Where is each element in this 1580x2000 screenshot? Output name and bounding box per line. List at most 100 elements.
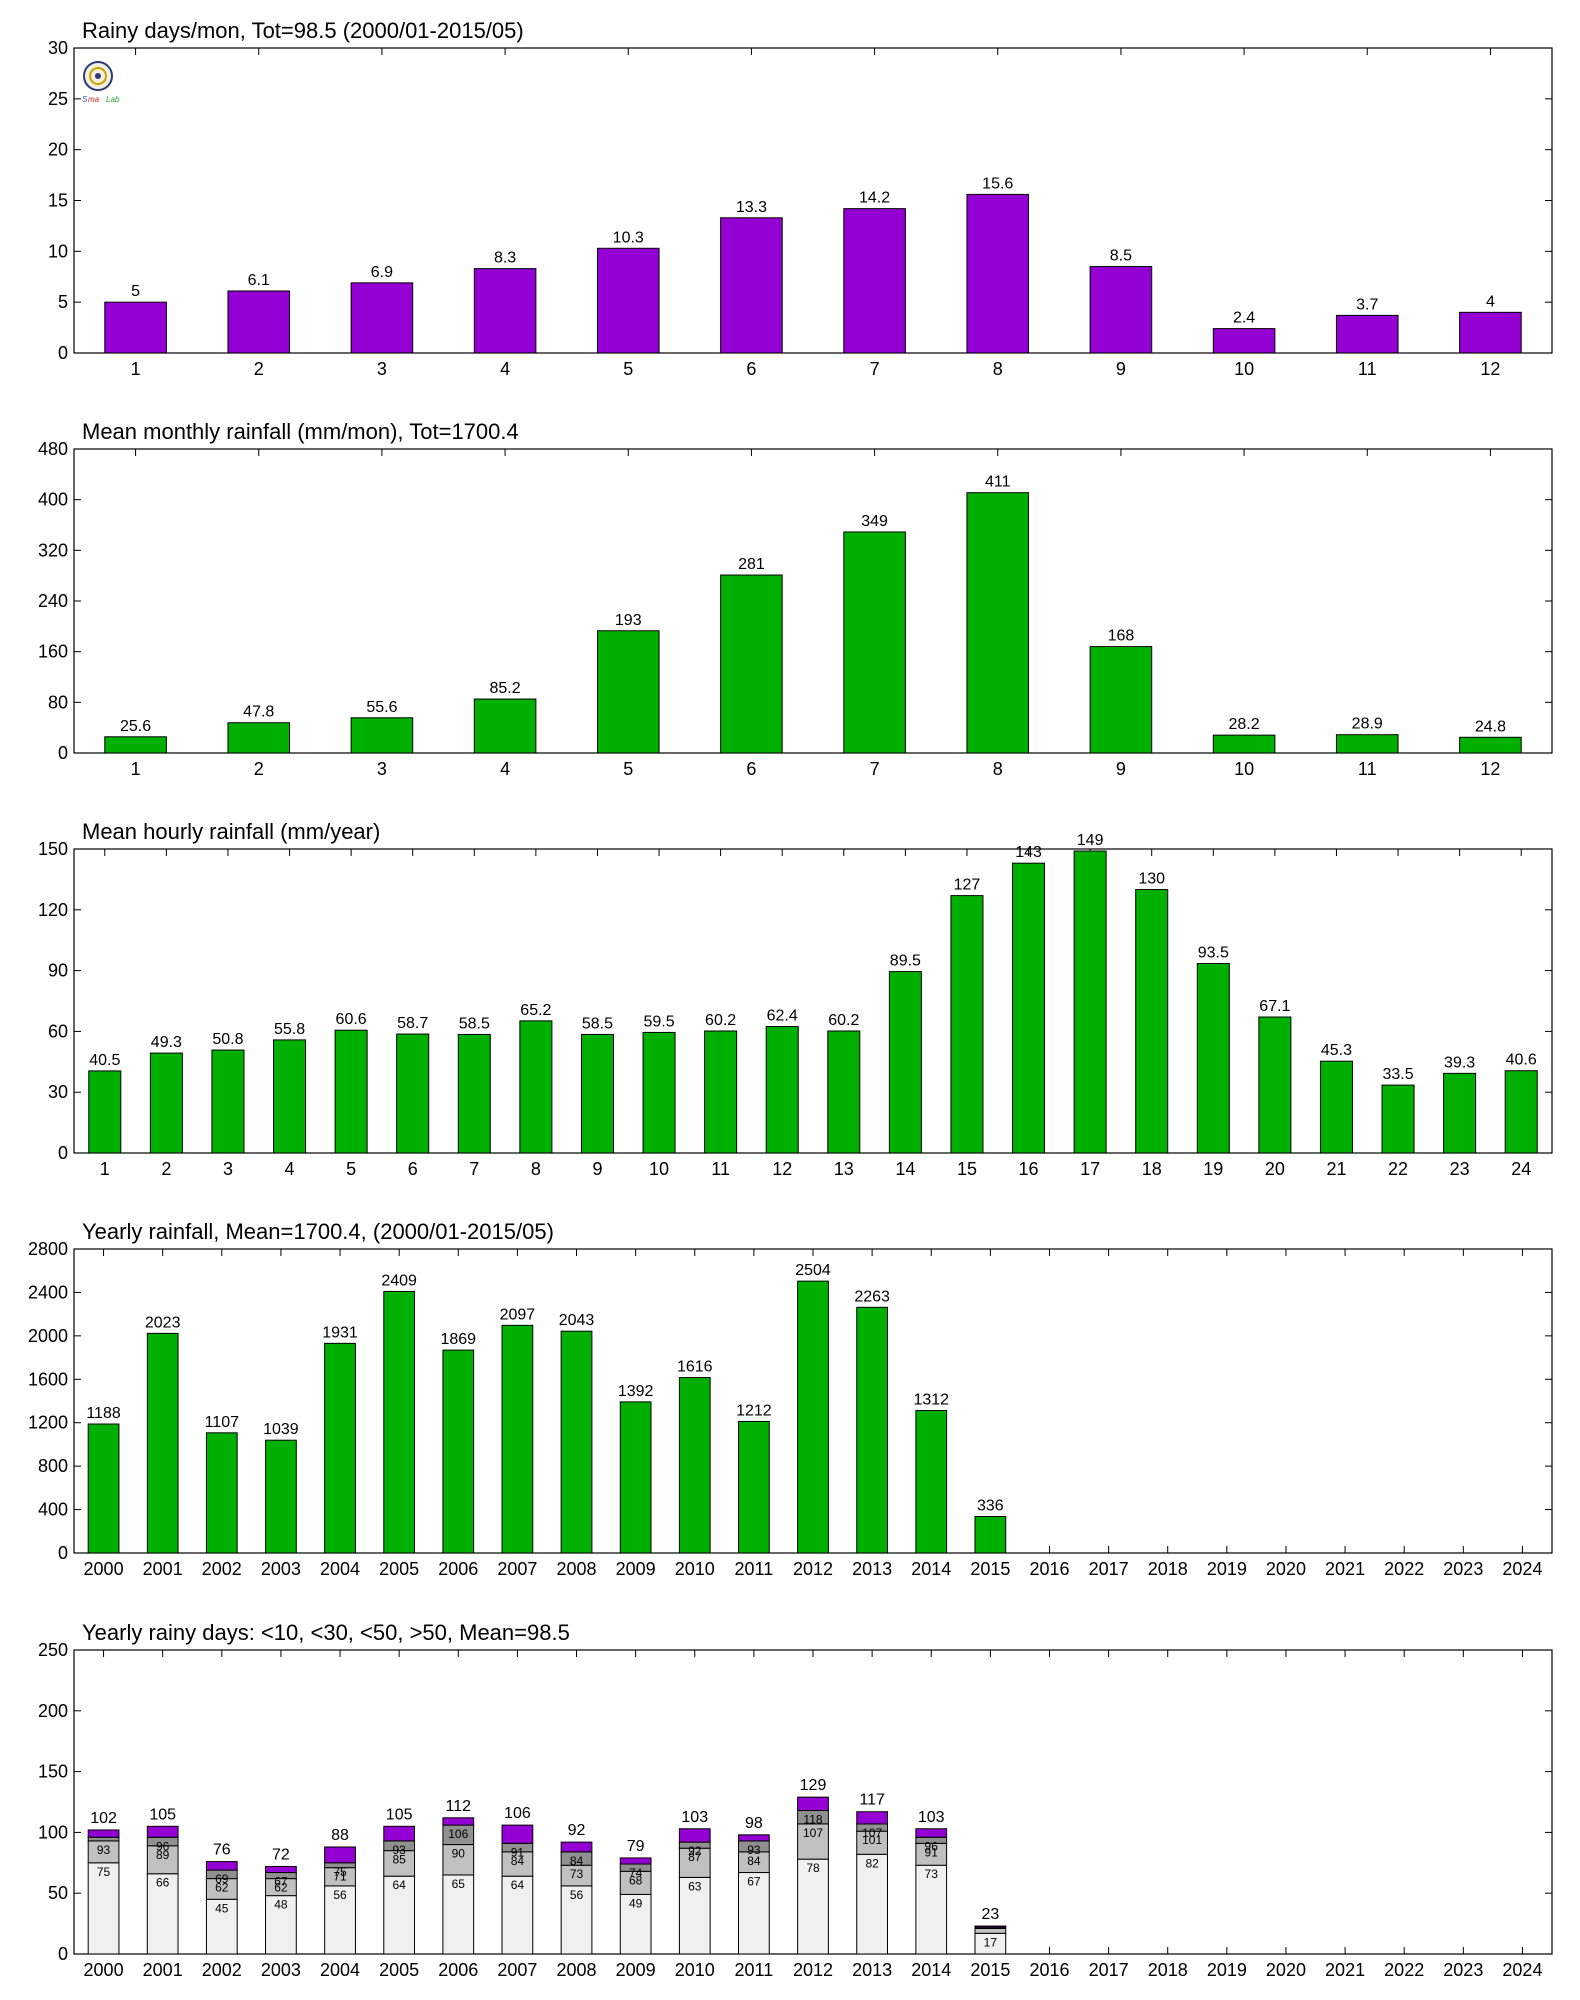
- bar: [88, 1070, 122, 1154]
- bar-value-label: 8.5: [1110, 248, 1132, 265]
- y-tick-label: 120: [38, 900, 68, 920]
- svg-text:ma: ma: [88, 95, 100, 104]
- bar-segment: [619, 1893, 652, 1955]
- bar-total-label: 105: [386, 1806, 413, 1823]
- bar: [580, 1033, 614, 1154]
- bar: [1335, 734, 1399, 754]
- segment-value-label: 68: [629, 1873, 643, 1887]
- x-tick-label: 13: [834, 1159, 854, 1179]
- bar-segment: [442, 1844, 475, 1876]
- x-tick-label: 2005: [379, 1559, 419, 1579]
- y-tick-label: 800: [38, 1456, 68, 1476]
- x-tick-label: 10: [1234, 759, 1254, 779]
- x-tick-label: 2024: [1502, 1960, 1542, 1980]
- x-tick-label: 2018: [1148, 1559, 1188, 1579]
- bar-value-label: 1931: [322, 1324, 358, 1341]
- bar-value-label: 15.6: [982, 175, 1013, 192]
- y-tick-label: 150: [38, 839, 68, 859]
- bar-value-label: 143: [1015, 844, 1042, 861]
- bar: [324, 1342, 356, 1554]
- bar: [843, 208, 906, 354]
- plot-frame: [73, 848, 1553, 1154]
- bar: [1012, 862, 1046, 1154]
- x-tick-label: 22: [1388, 1159, 1408, 1179]
- x-tick-label: 11: [1358, 359, 1377, 379]
- bar-value-label: 2263: [854, 1288, 890, 1305]
- bar-segment: [501, 1824, 534, 1844]
- x-tick-label: 19: [1203, 1159, 1223, 1179]
- bar-value-label: 60.2: [828, 1012, 859, 1029]
- segment-value-label: 91: [511, 1845, 525, 1859]
- bar: [720, 217, 783, 354]
- segment-value-label: 93: [747, 1843, 761, 1857]
- bar-segment: [560, 1841, 593, 1853]
- x-tick-label: 10: [649, 1159, 669, 1179]
- segment-value-label: 107: [803, 1826, 823, 1840]
- x-tick-label: 2002: [202, 1960, 242, 1980]
- bar: [383, 1290, 416, 1554]
- x-tick-label: 2022: [1384, 1960, 1424, 1980]
- plot-frame: [73, 47, 1553, 354]
- segment-value-label: 118: [803, 1813, 822, 1827]
- bar-segment: [797, 1823, 829, 1860]
- x-tick-label: 9: [592, 1159, 602, 1179]
- x-tick-label: 2023: [1443, 1559, 1483, 1579]
- bar-value-label: 4: [1486, 293, 1495, 310]
- bar-value-label: 39.3: [1444, 1054, 1475, 1071]
- x-tick-label: 2009: [616, 1960, 656, 1980]
- bar: [104, 736, 167, 754]
- bar: [350, 717, 414, 754]
- bar-segment: [678, 1828, 711, 1843]
- segment-value-label: 96: [156, 1839, 170, 1853]
- x-tick-label: 4: [500, 359, 510, 379]
- segment-value-label: 73: [570, 1867, 584, 1881]
- x-tick-label: 2001: [143, 1960, 183, 1980]
- x-tick-label: 17: [1080, 1159, 1100, 1179]
- bar-segment: [974, 1925, 1007, 1928]
- x-tick-label: 2011: [735, 1559, 774, 1579]
- segment-value-label: 107: [862, 1826, 882, 1840]
- segment-value-label: 82: [865, 1856, 879, 1870]
- bar-segment: [87, 1836, 120, 1842]
- y-tick-label: 5: [58, 292, 68, 312]
- bar-segment: [619, 1857, 652, 1865]
- segment-value-label: 75: [333, 1865, 347, 1879]
- bar-value-label: 127: [954, 877, 981, 894]
- bar-value-label: 1616: [677, 1359, 713, 1376]
- x-tick-label: 6: [408, 1159, 418, 1179]
- bar-value-label: 6.1: [248, 272, 270, 289]
- x-tick-label: 2007: [497, 1559, 537, 1579]
- bar: [888, 971, 922, 1154]
- bar-total-label: 92: [568, 1822, 586, 1839]
- bar: [678, 1377, 711, 1554]
- bar-value-label: 85.2: [490, 680, 521, 697]
- bar: [1196, 963, 1230, 1154]
- segment-value-label: 101: [862, 1833, 882, 1847]
- bar-segment: [856, 1811, 888, 1825]
- x-tick-label: 2019: [1207, 1960, 1247, 1980]
- x-tick-label: 2024: [1502, 1559, 1542, 1579]
- bar: [1504, 1070, 1538, 1154]
- bar-segment: [442, 1874, 475, 1955]
- bar-value-label: 40.6: [1506, 1052, 1537, 1069]
- x-tick-label: 2002: [202, 1559, 242, 1579]
- bar: [619, 1401, 652, 1554]
- bar-total-label: 76: [213, 1842, 231, 1859]
- bar-value-label: 24.8: [1475, 718, 1506, 735]
- bar-value-label: 49.3: [151, 1034, 182, 1051]
- bar: [797, 1280, 829, 1554]
- x-tick-label: 9: [1116, 359, 1126, 379]
- bar-value-label: 2.4: [1233, 310, 1255, 327]
- x-tick-label: 3: [223, 1159, 233, 1179]
- bar-value-label: 281: [738, 556, 765, 573]
- bar: [457, 1033, 491, 1154]
- x-tick-label: 2023: [1443, 1960, 1483, 1980]
- x-tick-label: 10: [1234, 359, 1254, 379]
- segment-value-label: 84: [511, 1854, 525, 1868]
- y-tick-label: 0: [58, 343, 68, 363]
- bar-segment: [383, 1850, 416, 1877]
- segment-value-label: 62: [215, 1881, 229, 1895]
- y-tick-label: 2000: [28, 1326, 68, 1346]
- bar-total-label: 103: [918, 1809, 945, 1826]
- segment-value-label: 87: [688, 1850, 702, 1864]
